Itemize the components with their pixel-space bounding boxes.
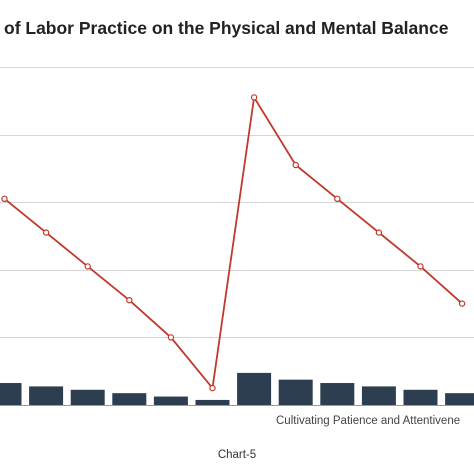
bar — [320, 383, 355, 405]
bar — [29, 386, 64, 405]
line-point — [167, 334, 175, 341]
line-point — [84, 263, 91, 270]
gridlines — [0, 67, 474, 338]
chart-caption: Chart-5 — [218, 449, 256, 461]
line-point — [292, 161, 299, 169]
bar — [70, 389, 105, 405]
bar-series — [0, 372, 474, 405]
line-point — [1, 195, 8, 202]
line-point — [458, 300, 466, 307]
bar — [445, 393, 474, 405]
line-point — [209, 384, 216, 392]
x-tick-label: Cultivating Patience and Attentivene — [276, 415, 460, 427]
line-point — [250, 94, 258, 101]
line-point — [375, 229, 383, 236]
chart-title: of Labor Practice on the Physical and Me… — [4, 18, 449, 38]
line-point — [126, 297, 133, 304]
bar — [278, 379, 313, 405]
line-point — [334, 195, 341, 202]
bar — [237, 372, 272, 405]
bar — [195, 399, 230, 405]
line-series — [1, 94, 466, 392]
line-point — [417, 263, 424, 270]
bar — [112, 393, 147, 405]
bar — [361, 386, 396, 405]
line-path — [3, 94, 463, 391]
bar — [403, 389, 438, 405]
bar — [153, 396, 188, 405]
bar — [0, 383, 22, 405]
line-point — [42, 229, 50, 236]
